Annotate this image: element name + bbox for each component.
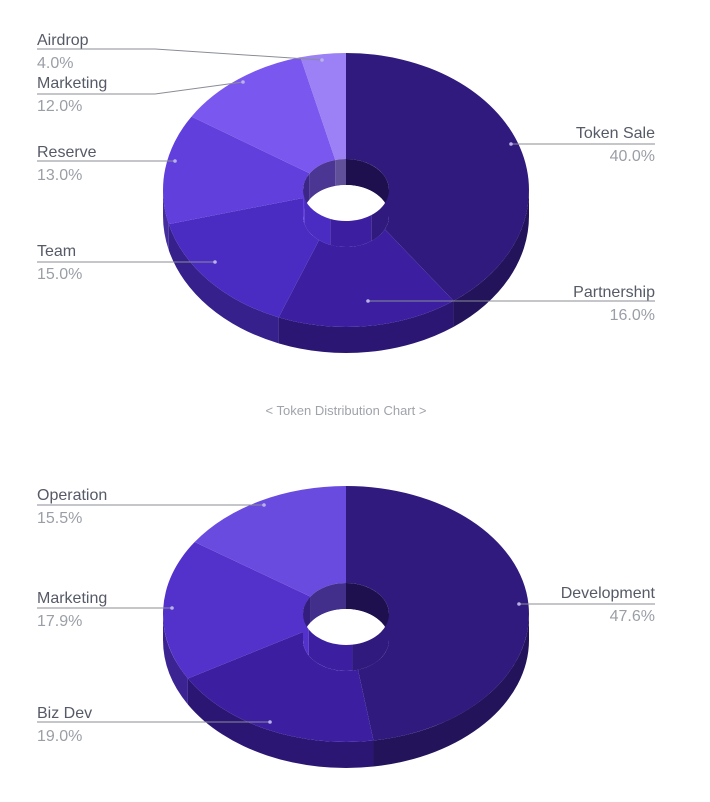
label-value: 47.6% [610, 608, 655, 625]
label-value: 19.0% [37, 728, 82, 745]
leader-dot [517, 602, 521, 606]
slice-marketing [163, 542, 311, 679]
leader-dot [268, 720, 272, 724]
leader-dot [509, 142, 513, 146]
leader-dot [262, 503, 266, 507]
label-value: 15.0% [37, 266, 82, 283]
side-wall-partnership [278, 300, 454, 353]
side-wall-marketing [163, 614, 188, 705]
side-wall-development [373, 614, 529, 767]
label-token-sale: Token Sale 40.0% [509, 125, 655, 165]
donut-labels: Development 47.6% Biz Dev 19.0% Marketing 17.… [37, 487, 656, 745]
label-reserve: Reserve 13.0% [37, 144, 177, 184]
label-name: Marketing [37, 590, 107, 607]
label-name: Development [561, 585, 656, 602]
label-name: Airdrop [37, 32, 89, 49]
leader-dot [241, 80, 245, 84]
label-name: Team [37, 243, 76, 260]
hole-wall-airdrop [335, 159, 346, 186]
hole-rim-development [352, 614, 389, 671]
hole-wall-operation [310, 583, 346, 623]
side-wall-biz-dev [187, 678, 374, 768]
label-name: Reserve [37, 144, 97, 161]
label-name: Operation [37, 487, 107, 504]
slice-operation [194, 486, 346, 597]
label-team: Team 15.0% [37, 243, 217, 283]
donut-hole [303, 583, 389, 671]
slice-partnership [278, 215, 454, 327]
label-value: 15.5% [37, 510, 82, 527]
donut-slices [163, 53, 529, 327]
slice-team [168, 197, 331, 318]
label-development: Development 47.6% [517, 585, 656, 625]
hole-wall-marketing [309, 159, 336, 200]
hole-rim-team [304, 197, 331, 245]
label-name: Token Sale [576, 125, 655, 142]
slice-marketing [191, 57, 336, 174]
label-value: 17.9% [37, 613, 82, 630]
leader-line [37, 81, 244, 95]
label-name: Marketing [37, 75, 107, 92]
donut-labels: Token Sale 40.0% Partnership 16.0% Team 15.0%… [37, 32, 655, 324]
label-partnership: Partnership 16.0% [366, 284, 655, 324]
side-wall-reserve [163, 190, 169, 251]
label-name: Partnership [573, 284, 655, 301]
slice-token-sale [346, 53, 529, 301]
side-wall-team [168, 224, 279, 344]
label-value: 13.0% [37, 167, 82, 184]
label-value: 4.0% [37, 55, 73, 72]
label-biz-dev: Biz Dev 19.0% [37, 705, 272, 745]
hole-rim-token-sale [371, 190, 389, 242]
label-airdrop: Airdrop 4.0% [37, 32, 324, 72]
leader-dot [173, 159, 177, 163]
label-operation: Operation 15.5% [37, 487, 266, 527]
label-marketing: Marketing 12.0% [37, 75, 245, 115]
slice-reserve [163, 116, 310, 225]
leader-dot [320, 58, 324, 62]
donut-hole [303, 159, 389, 247]
hole-wall-development [346, 583, 389, 640]
hole-rim-biz-dev [308, 629, 353, 671]
token-distribution-donut: Token Sale 40.0% Partnership 16.0% Team 15.0%… [37, 32, 655, 353]
label-value: 16.0% [610, 307, 655, 324]
label-marketing: Marketing 17.9% [37, 590, 174, 630]
slice-development [346, 486, 529, 741]
donut-side-walls [163, 614, 529, 768]
side-wall-token-sale [453, 190, 529, 327]
hole-rim-reserve [303, 190, 305, 224]
leader-dot [170, 606, 174, 610]
fund-allocation-donut: Development 47.6% Biz Dev 19.0% Marketing 17.… [37, 486, 656, 768]
label-value: 40.0% [610, 148, 655, 165]
hole-wall-token-sale [346, 159, 389, 216]
hole-rim-partnership [330, 215, 372, 247]
donut-side-walls [163, 190, 529, 353]
chart-caption: < Token Distribution Chart > [266, 403, 427, 418]
slice-airdrop [300, 53, 346, 160]
label-value: 12.0% [37, 98, 82, 115]
leader-line [37, 48, 323, 61]
hole-rim-marketing [303, 614, 309, 656]
leader-dot [366, 299, 370, 303]
label-name: Biz Dev [37, 705, 92, 722]
leader-dot [213, 260, 217, 264]
